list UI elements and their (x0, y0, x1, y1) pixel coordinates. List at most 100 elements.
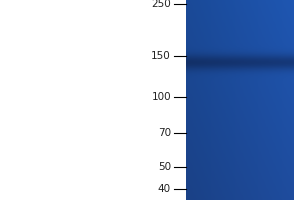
Bar (186, 145, 294, 146)
Bar (186, 164, 294, 165)
Bar (186, 147, 294, 148)
Bar (186, 132, 294, 133)
Bar (186, 28, 294, 29)
Bar (186, 180, 294, 181)
Bar (186, 141, 294, 142)
Bar (186, 60, 294, 61)
Bar (186, 124, 294, 125)
Bar (186, 136, 294, 137)
Bar (186, 174, 294, 175)
Bar (186, 24, 294, 25)
Bar (186, 38, 294, 39)
Bar (186, 3, 294, 4)
Text: 50: 50 (158, 162, 171, 172)
Bar (186, 159, 294, 160)
Bar (186, 134, 294, 135)
Bar (186, 140, 294, 141)
Bar (186, 73, 294, 74)
Bar (186, 15, 294, 16)
Bar (186, 121, 294, 122)
Bar (186, 173, 294, 174)
Bar (186, 34, 294, 35)
Bar (186, 155, 294, 156)
Bar (186, 69, 294, 70)
Bar (186, 144, 294, 145)
Bar (186, 179, 294, 180)
Bar (186, 29, 294, 30)
Bar (186, 104, 294, 105)
Bar (186, 44, 294, 45)
Bar (186, 50, 294, 51)
Bar (186, 82, 294, 83)
Bar (186, 113, 294, 114)
Bar (186, 117, 294, 118)
Bar (186, 58, 294, 59)
Bar (186, 92, 294, 93)
Bar (186, 193, 294, 194)
Bar (186, 189, 294, 190)
Bar (186, 46, 294, 47)
Bar (186, 87, 294, 88)
Bar (186, 191, 294, 192)
Bar (186, 61, 294, 62)
Bar (186, 94, 294, 95)
Bar (186, 114, 294, 115)
Bar (186, 175, 294, 176)
Bar (186, 57, 294, 58)
Bar (186, 106, 294, 107)
Bar (186, 160, 294, 161)
Bar (186, 118, 294, 119)
Bar (186, 0, 294, 1)
Bar (186, 182, 294, 183)
Text: 40: 40 (158, 184, 171, 194)
Bar (186, 194, 294, 195)
Bar (186, 99, 294, 100)
Bar (186, 26, 294, 27)
Bar (186, 165, 294, 166)
Bar (186, 151, 294, 152)
Bar (186, 36, 294, 37)
Bar (186, 53, 294, 54)
Bar (186, 49, 294, 50)
Bar (186, 37, 294, 38)
Bar (186, 31, 294, 32)
Bar (186, 138, 294, 139)
Bar (186, 196, 294, 197)
Text: 250: 250 (151, 0, 171, 9)
Bar (186, 156, 294, 157)
Bar (186, 181, 294, 182)
Bar (186, 83, 294, 84)
Bar (186, 20, 294, 21)
Bar (186, 64, 294, 65)
Bar (186, 59, 294, 60)
Bar (186, 52, 294, 53)
Bar (186, 139, 294, 140)
Bar (186, 47, 294, 48)
Bar (186, 21, 294, 22)
Bar (186, 12, 294, 13)
Bar (186, 154, 294, 155)
Text: 100: 100 (152, 92, 171, 102)
Bar (186, 135, 294, 136)
Bar (186, 8, 294, 9)
Bar (186, 13, 294, 14)
Bar (186, 97, 294, 98)
Bar (186, 170, 294, 171)
Bar (186, 19, 294, 20)
Bar (186, 142, 294, 143)
Bar (186, 128, 294, 129)
Bar (186, 25, 294, 26)
Bar (186, 177, 294, 178)
Bar (186, 178, 294, 179)
Bar (186, 55, 294, 56)
Bar (186, 129, 294, 130)
Bar (186, 35, 294, 36)
Bar (186, 4, 294, 5)
Bar (186, 199, 294, 200)
Bar (186, 105, 294, 106)
Bar (186, 91, 294, 92)
Bar (186, 109, 294, 110)
Bar (186, 90, 294, 91)
Bar (186, 163, 294, 164)
Bar (186, 1, 294, 2)
